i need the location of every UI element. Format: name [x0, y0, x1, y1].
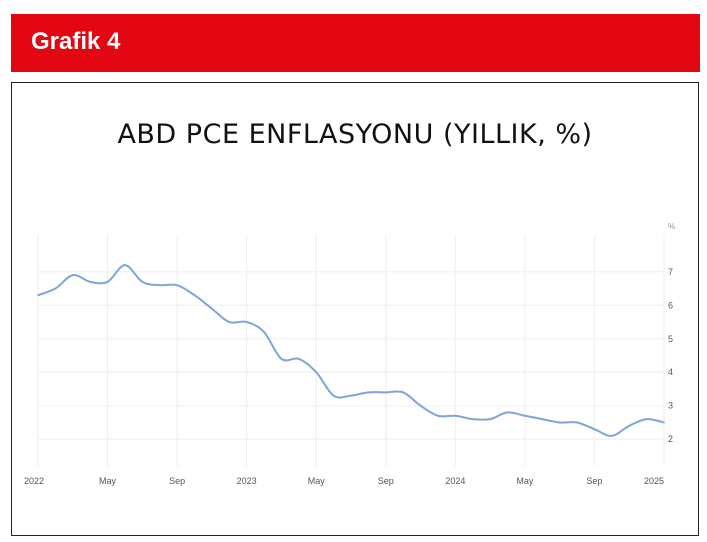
data-point	[576, 421, 578, 424]
data-point	[437, 414, 439, 417]
data-point	[611, 435, 613, 437]
data-point	[245, 321, 248, 323]
y-tick-label: 4	[668, 367, 673, 377]
data-point	[263, 331, 265, 333]
data-point	[593, 428, 596, 430]
grid-lines	[37, 235, 665, 466]
data-point	[350, 394, 352, 397]
data-point	[402, 391, 404, 394]
data-point	[663, 421, 665, 424]
data-point	[419, 404, 422, 407]
x-tick-label: Sep	[378, 476, 394, 486]
y-tick-label: 7	[668, 267, 673, 277]
y-tick-label: 3	[668, 401, 673, 411]
chart-frame: ABD PCE ENFLASYONU (YILLIK, %) 2 3 4 5 6 7% 20…	[11, 82, 699, 536]
x-tick-label: 2022	[24, 476, 44, 486]
data-point	[176, 284, 178, 286]
data-point	[298, 358, 300, 360]
data-point	[106, 281, 109, 283]
y-tick-label: 6	[668, 300, 673, 310]
figure-label: Grafik 4	[31, 28, 121, 55]
x-tick-label: May	[99, 476, 117, 486]
series-line-pce	[37, 264, 665, 437]
data-point	[524, 414, 526, 417]
x-tick-label: May	[516, 476, 534, 486]
data-point	[471, 418, 474, 420]
data-point	[332, 394, 335, 397]
x-tick-label: Sep	[169, 476, 185, 486]
data-point	[71, 274, 74, 276]
data-point	[141, 281, 144, 283]
data-point	[37, 294, 39, 297]
x-tick-label: 2025	[644, 476, 664, 486]
figure-banner: Grafik 4	[11, 14, 700, 72]
data-point	[506, 411, 509, 414]
data-point	[367, 391, 370, 394]
data-point	[454, 414, 457, 417]
data-point	[280, 358, 283, 360]
data-point	[541, 418, 544, 420]
x-tick-label: 2023	[237, 476, 257, 486]
data-point	[228, 321, 231, 323]
y-tick-label: 2	[668, 434, 673, 444]
data-point	[558, 421, 561, 424]
tick-labels: 2 3 4 5 6 7% 2022 May Sep 2023 May Sep 2024 May Sep 202…	[24, 222, 675, 486]
x-tick-label: Sep	[586, 476, 602, 486]
data-point	[489, 418, 491, 420]
data-point	[193, 294, 196, 297]
data-point	[211, 307, 213, 310]
data-point	[628, 425, 631, 427]
chart-title: ABD PCE ENFLASYONU (YILLIK, %)	[117, 119, 593, 150]
line-chart: 2 3 4 5 6 7% 2022 May Sep 2023 May Sep 2024 May Sep 202…	[24, 222, 675, 486]
y-tick-label: 5	[668, 334, 673, 344]
data-point	[158, 284, 161, 286]
y-unit-label: %	[668, 222, 675, 231]
data-point	[54, 287, 57, 290]
data-point	[384, 391, 387, 394]
data-point	[89, 281, 91, 283]
data-point	[315, 371, 318, 374]
x-tick-label: 2024	[445, 476, 465, 486]
series-lines	[37, 264, 665, 437]
data-point	[645, 418, 648, 420]
x-tick-label: May	[308, 476, 326, 486]
data-point	[124, 264, 126, 266]
